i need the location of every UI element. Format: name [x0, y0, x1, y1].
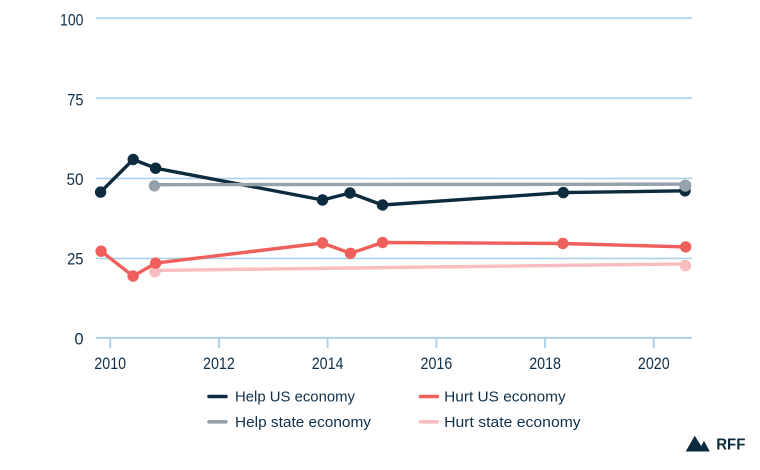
svg-text:75: 75 [67, 91, 83, 109]
svg-text:2018: 2018 [529, 355, 561, 373]
svg-text:2012: 2012 [203, 355, 235, 373]
svg-text:Hurt state economy: Hurt state economy [444, 414, 581, 431]
svg-text:25: 25 [67, 250, 83, 268]
svg-text:Help state economy: Help state economy [235, 414, 372, 431]
svg-text:Help US economy: Help US economy [235, 389, 355, 406]
svg-text:RFF: RFF [716, 437, 745, 454]
svg-text:2016: 2016 [421, 355, 453, 373]
svg-text:0: 0 [74, 330, 83, 348]
svg-text:50: 50 [67, 171, 84, 189]
svg-text:2014: 2014 [312, 355, 344, 373]
svg-text:2020: 2020 [638, 355, 670, 373]
svg-text:2010: 2010 [94, 355, 126, 373]
svg-text:Hurt US economy: Hurt US economy [444, 389, 566, 406]
svg-text:100: 100 [60, 12, 84, 30]
